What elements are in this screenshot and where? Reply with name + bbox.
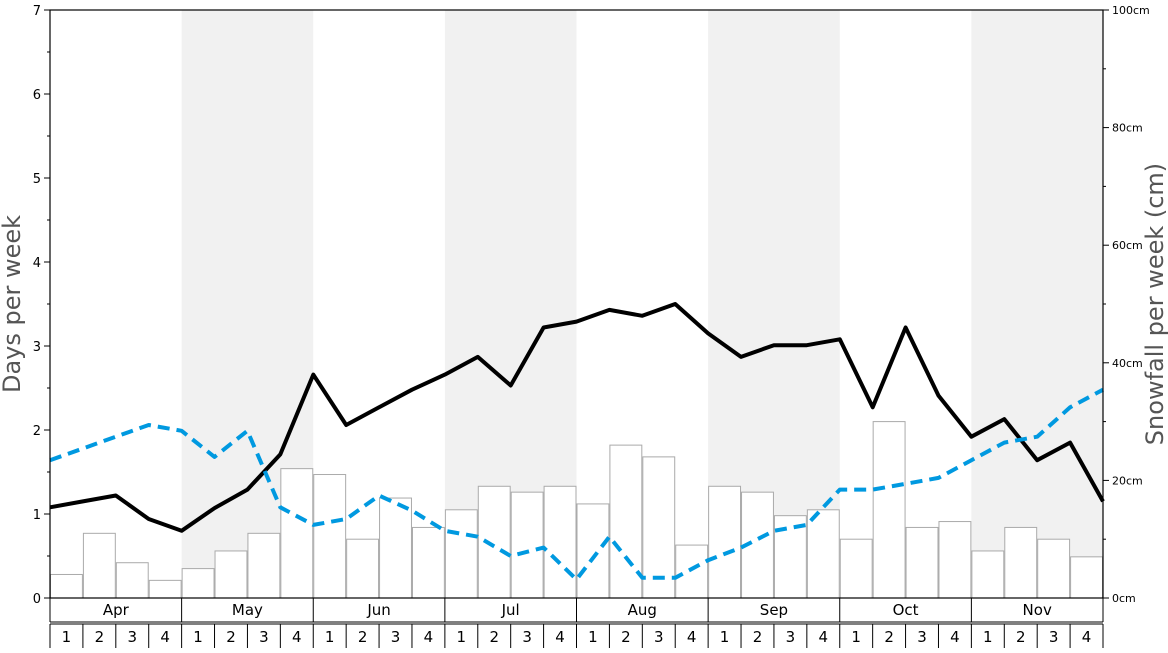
week-label: 1 bbox=[325, 628, 335, 646]
snowfall-bar bbox=[1004, 526, 1038, 599]
snowfall-bar bbox=[905, 526, 939, 599]
week-label: 4 bbox=[819, 628, 829, 646]
week-label: 1 bbox=[62, 628, 72, 646]
week-label: 2 bbox=[95, 628, 105, 646]
snowfall-bar bbox=[214, 550, 248, 599]
left-tick-label: 6 bbox=[33, 88, 41, 103]
left-tick-label: 7 bbox=[33, 4, 41, 19]
snowfall-bar bbox=[708, 485, 742, 599]
month-label: Oct bbox=[893, 601, 919, 619]
month-label: Jun bbox=[366, 601, 390, 619]
left-tick-label: 0 bbox=[33, 592, 41, 607]
left-tick-label: 5 bbox=[33, 172, 41, 187]
month-week-axis: Apr May Jun Jul Aug Sep Oct Nov 1 2 3 4 1 2 3 4 1 2 3 4 1 2 3 4… bbox=[49, 598, 1104, 652]
snowfall-bar bbox=[82, 532, 116, 599]
snowfall-bar bbox=[148, 579, 182, 599]
snowfall-bar bbox=[115, 562, 149, 599]
left-tick-label: 1 bbox=[33, 508, 41, 523]
month-label: Jul bbox=[501, 601, 520, 619]
week-label: 3 bbox=[259, 628, 269, 646]
week-label: 1 bbox=[588, 628, 598, 646]
snowfall-bar bbox=[1037, 538, 1071, 599]
month-shade-nov bbox=[971, 10, 1103, 598]
week-label: 2 bbox=[753, 628, 763, 646]
snowfall-bar bbox=[411, 526, 445, 599]
week-label: 3 bbox=[786, 628, 796, 646]
right-tick-label: 80cm bbox=[1112, 122, 1143, 135]
snowfall-bar bbox=[50, 573, 83, 599]
week-label: 1 bbox=[457, 628, 467, 646]
dashed-series-line bbox=[49, 387, 1104, 582]
week-label: 4 bbox=[555, 628, 565, 646]
left-tick-label: 2 bbox=[33, 424, 41, 439]
left-axis-title: Days per week bbox=[0, 215, 26, 393]
snowfall-bars bbox=[50, 421, 1103, 599]
right-tick-label: 100cm bbox=[1112, 4, 1150, 17]
week-label: 2 bbox=[884, 628, 894, 646]
series-lines bbox=[49, 302, 1105, 582]
week-label: 4 bbox=[160, 628, 170, 646]
week-label: 2 bbox=[226, 628, 236, 646]
snowfall-bar bbox=[971, 550, 1005, 599]
week-label: 3 bbox=[917, 628, 927, 646]
snowfall-bar bbox=[313, 474, 347, 599]
snowfall-bar bbox=[346, 538, 380, 599]
right-tick-label: 60cm bbox=[1112, 239, 1143, 252]
week-label: 2 bbox=[489, 628, 499, 646]
week-label: 3 bbox=[127, 628, 137, 646]
week-label: 4 bbox=[950, 628, 960, 646]
left-tick-label: 4 bbox=[33, 256, 41, 271]
month-label: Aug bbox=[628, 601, 657, 619]
snowfall-bar bbox=[1070, 556, 1103, 599]
week-label: 4 bbox=[1082, 628, 1092, 646]
snowfall-bar bbox=[576, 503, 610, 599]
right-tick-label: 40cm bbox=[1112, 357, 1143, 370]
week-label: 1 bbox=[851, 628, 861, 646]
month-label: May bbox=[232, 601, 263, 619]
week-label: 4 bbox=[687, 628, 697, 646]
snowfall-bar bbox=[938, 521, 972, 599]
right-tick-label: 20cm bbox=[1112, 474, 1143, 487]
snowfall-bar bbox=[280, 468, 314, 599]
snowfall-bar bbox=[543, 485, 577, 599]
snowfall-bar bbox=[675, 544, 709, 599]
week-label: 2 bbox=[358, 628, 368, 646]
month-shading bbox=[181, 10, 1103, 598]
snowfall-bar bbox=[444, 509, 478, 599]
week-label: 1 bbox=[193, 628, 203, 646]
week-label: 3 bbox=[391, 628, 401, 646]
month-label: Sep bbox=[760, 601, 788, 619]
snowfall-bar bbox=[379, 497, 412, 599]
right-tick-label: 0cm bbox=[1112, 592, 1136, 605]
week-label: 3 bbox=[1049, 628, 1059, 646]
snowfall-bar bbox=[806, 509, 840, 599]
snowfall-bar bbox=[609, 444, 643, 599]
month-label: Apr bbox=[103, 601, 130, 619]
week-label: 3 bbox=[654, 628, 664, 646]
week-label: 3 bbox=[522, 628, 532, 646]
week-label: 1 bbox=[983, 628, 993, 646]
solid-series-line bbox=[49, 302, 1105, 533]
snowfall-bar bbox=[839, 538, 873, 599]
week-label: 4 bbox=[424, 628, 434, 646]
left-tick-label: 3 bbox=[33, 340, 41, 355]
week-label: 1 bbox=[720, 628, 730, 646]
snowfall-bar bbox=[510, 491, 544, 599]
week-label: 2 bbox=[1016, 628, 1026, 646]
snowfall-bar bbox=[247, 532, 281, 599]
snowfall-bar bbox=[181, 568, 215, 599]
snowfall-bar bbox=[477, 485, 511, 599]
snowfall-bar bbox=[642, 456, 676, 599]
snowfall-bar bbox=[872, 421, 906, 599]
month-label: Nov bbox=[1023, 601, 1052, 619]
right-axis-title: Snowfall per week (cm) bbox=[1141, 163, 1168, 445]
week-label: 2 bbox=[621, 628, 631, 646]
axes: 0 1 2 3 4 5 6 7 0cm 20cm 40cm 60cm 80cm 100cm bbox=[33, 4, 1150, 607]
week-label: 4 bbox=[292, 628, 302, 646]
